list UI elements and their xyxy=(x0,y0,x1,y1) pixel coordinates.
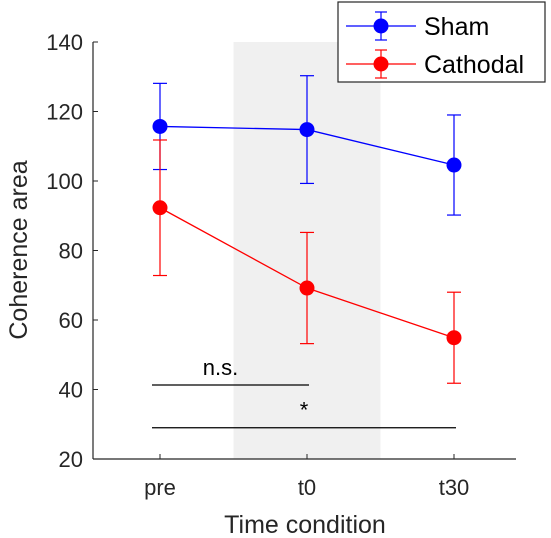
significance-label: * xyxy=(300,398,309,423)
legend-label: Sham xyxy=(424,13,489,41)
y-tick-label: 80 xyxy=(59,239,83,264)
y-tick-label: 20 xyxy=(59,447,83,472)
y-tick-label: 120 xyxy=(46,100,83,125)
legend: Sham Cathodal xyxy=(337,1,546,83)
x-tick-label: pre xyxy=(144,475,176,500)
series-sham xyxy=(152,75,462,216)
legend-item-cathodal: Cathodal xyxy=(346,49,524,79)
data-point xyxy=(299,280,315,296)
legend-label: Cathodal xyxy=(424,51,524,79)
legend-marker xyxy=(373,18,389,34)
legend-marker xyxy=(373,56,389,72)
legend-box xyxy=(337,1,546,83)
y-tick-label: 100 xyxy=(46,169,83,194)
x-tick-label: t30 xyxy=(439,475,470,500)
series-cathodal xyxy=(152,139,462,384)
x-axis-title: Time condition xyxy=(224,511,386,538)
legend-item-sham: Sham xyxy=(346,11,489,41)
y-tick-label: 40 xyxy=(59,378,83,403)
data-point xyxy=(446,157,462,173)
y-axis-title: Coherence area xyxy=(5,160,33,339)
plot-area: 20 40 60 80 100 120 140 pre t0 t30 n.s. * xyxy=(46,30,516,500)
x-tick-label: t0 xyxy=(298,475,316,500)
data-point xyxy=(152,200,168,216)
y-tick-label: 140 xyxy=(46,30,83,55)
significance-label: n.s. xyxy=(203,355,238,380)
y-tick-label: 60 xyxy=(59,308,83,333)
data-point xyxy=(299,122,315,138)
data-point xyxy=(446,330,462,346)
data-point xyxy=(152,118,168,134)
